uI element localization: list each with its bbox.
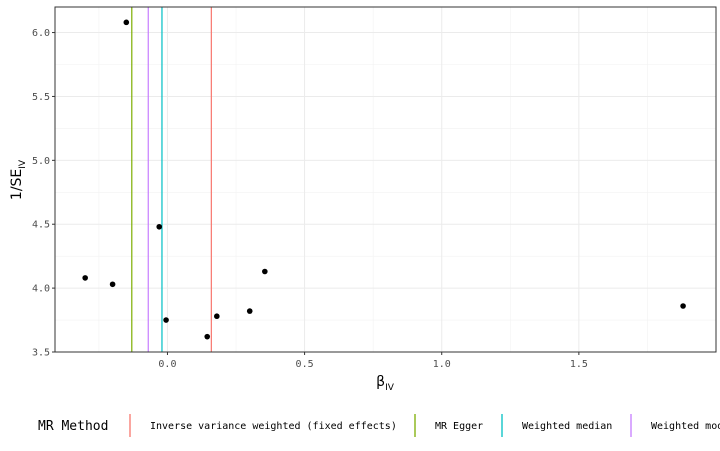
legend-label: Inverse variance weighted (fixed effects… <box>150 421 397 432</box>
y-axis-title-subscript: IV <box>18 159 28 169</box>
legend-label: Weighted median <box>522 421 612 432</box>
legend-label: Weighted mode <box>651 421 720 432</box>
x-tick-label: 1.0 <box>433 359 451 370</box>
data-point <box>262 268 268 275</box>
data-point <box>109 281 116 288</box>
data-points <box>82 19 686 340</box>
y-axis: 3.5 4.0 4.5 5.0 5.5 6.0 <box>32 28 55 359</box>
y-tick-label: 5.0 <box>32 156 50 167</box>
data-point <box>82 275 88 281</box>
data-point <box>163 317 169 323</box>
data-point <box>123 19 130 26</box>
legend-label: MR Egger <box>435 421 483 432</box>
x-tick-label: 1.5 <box>570 359 588 370</box>
panel-border <box>54 6 717 353</box>
y-tick-label: 6.0 <box>32 28 50 39</box>
y-tick-label: 4.5 <box>32 220 50 231</box>
y-tick-label: 5.5 <box>32 92 50 103</box>
legend: MR Method Inverse variance weighted (fix… <box>38 414 720 437</box>
major-gridlines <box>55 7 716 353</box>
x-tick-label: 0.5 <box>296 359 314 370</box>
x-axis: 0.0 0.5 1.0 1.5 <box>158 352 588 370</box>
data-point <box>204 333 211 340</box>
data-point <box>680 303 686 309</box>
data-point <box>214 313 220 320</box>
panel-background <box>55 7 716 352</box>
x-tick-label: 0.0 <box>158 359 176 370</box>
method-lines <box>131 7 212 352</box>
y-tick-label: 3.5 <box>32 348 50 359</box>
y-axis-title-base: 1/SE <box>9 169 25 200</box>
data-point <box>156 223 163 230</box>
x-axis-title-subscript: IV <box>385 383 395 393</box>
y-tick-label: 4.0 <box>32 284 50 295</box>
legend-title: MR Method <box>38 419 108 434</box>
y-axis-title: 1/SEIV <box>9 159 28 200</box>
x-axis-title-base: β <box>376 374 385 390</box>
x-axis-title: βIV <box>376 374 395 393</box>
data-point <box>246 308 253 314</box>
